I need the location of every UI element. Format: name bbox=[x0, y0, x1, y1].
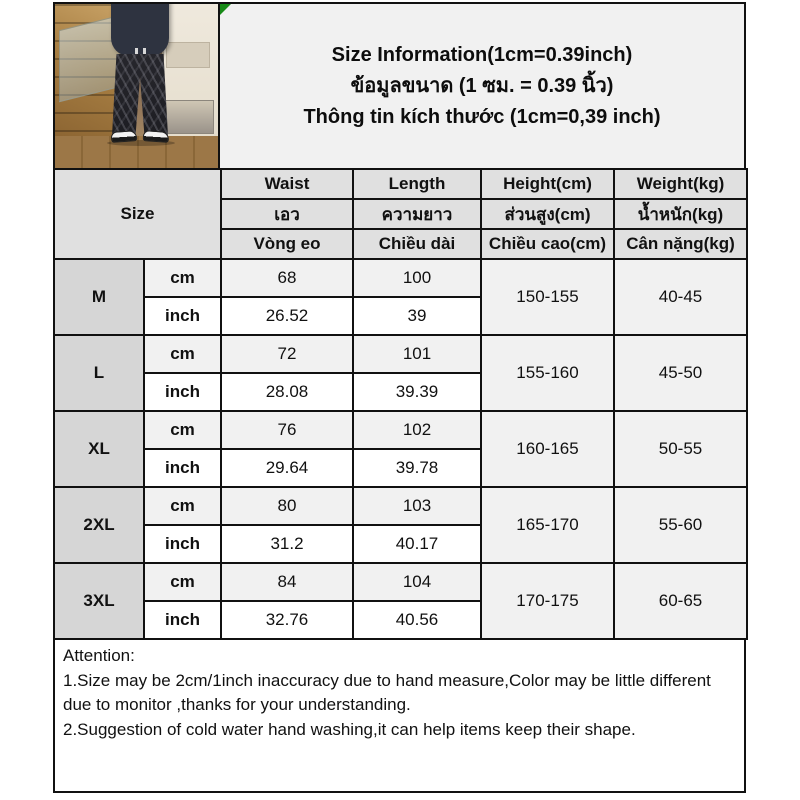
size-label-xl: XL bbox=[53, 410, 145, 488]
col-header-waist-vi: Vòng eo bbox=[220, 228, 354, 260]
waist-inch: 26.52 bbox=[220, 296, 354, 336]
attention-note-1: 1.Size may be 2cm/1inch inaccuracy due t… bbox=[63, 670, 711, 715]
length-cm: 103 bbox=[352, 486, 482, 526]
unit-inch: inch bbox=[143, 372, 222, 412]
attention-box: Attention: 1.Size may be 2cm/1inch inacc… bbox=[53, 638, 746, 793]
unit-inch: inch bbox=[143, 296, 222, 336]
height-range: 155-160 bbox=[480, 334, 615, 412]
col-header-weight-en: Weight(kg) bbox=[613, 168, 748, 200]
waist-cm: 72 bbox=[220, 334, 354, 374]
table-row: inch 31.2 40.17 bbox=[54, 524, 747, 564]
green-corner-marker-icon bbox=[220, 4, 231, 15]
table-row: inch 32.76 40.56 bbox=[54, 600, 747, 640]
size-table: Size Waist Length Height(cm) Weight(kg) … bbox=[53, 168, 748, 640]
table-row: L cm 72 101 155-160 45-50 bbox=[53, 334, 748, 412]
waist-inch: 31.2 bbox=[220, 524, 354, 564]
size-label-3xl: 3XL bbox=[53, 562, 145, 640]
height-range: 150-155 bbox=[480, 258, 615, 336]
size-label-l: L bbox=[53, 334, 145, 412]
photo-counter bbox=[164, 100, 214, 134]
length-inch: 40.56 bbox=[352, 600, 482, 640]
size-label-2xl: 2XL bbox=[53, 486, 145, 564]
table-row: XL cm 76 102 160-165 50-55 bbox=[53, 410, 748, 488]
length-inch: 39.39 bbox=[352, 372, 482, 412]
photo-right-sneaker bbox=[142, 130, 170, 143]
unit-cm: cm bbox=[143, 410, 222, 450]
length-cm: 104 bbox=[352, 562, 482, 602]
table-row: inch 26.52 39 bbox=[54, 296, 747, 336]
col-header-length-th: ความยาว bbox=[352, 198, 482, 230]
weight-range: 60-65 bbox=[613, 562, 748, 640]
unit-inch: inch bbox=[143, 524, 222, 564]
table-row: inch 28.08 39.39 bbox=[54, 372, 747, 412]
length-inch: 40.17 bbox=[352, 524, 482, 564]
waist-inch: 29.64 bbox=[220, 448, 354, 488]
weight-range: 45-50 bbox=[613, 334, 748, 412]
height-range: 165-170 bbox=[480, 486, 615, 564]
col-header-length-en: Length bbox=[352, 168, 482, 200]
height-range: 170-175 bbox=[480, 562, 615, 640]
title-vietnamese: Thông tin kích thước (1cm=0,39 inch) bbox=[303, 105, 661, 128]
weight-range: 40-45 bbox=[613, 258, 748, 336]
col-header-weight-th: น้ำหนัก(kg) bbox=[613, 198, 748, 230]
attention-heading: Attention: bbox=[63, 646, 135, 665]
height-range: 160-165 bbox=[480, 410, 615, 488]
size-label-m: M bbox=[53, 258, 145, 336]
col-header-height-en: Height(cm) bbox=[480, 168, 615, 200]
col-header-weight-vi: Cân nặng(kg) bbox=[613, 228, 748, 260]
waist-cm: 76 bbox=[220, 410, 354, 450]
table-row: 2XL cm 80 103 165-170 55-60 bbox=[53, 486, 748, 564]
unit-inch: inch bbox=[143, 600, 222, 640]
photo-wood-floor bbox=[55, 136, 218, 168]
waist-cm: 84 bbox=[220, 562, 354, 602]
length-cm: 102 bbox=[352, 410, 482, 450]
photo-hoodie bbox=[111, 4, 169, 56]
title-block: Size Information(1cm=0.39inch) ข้อมูลขนา… bbox=[220, 4, 744, 168]
length-cm: 100 bbox=[352, 258, 482, 298]
col-header-length-vi: Chiều dài bbox=[352, 228, 482, 260]
header-section: Size Information(1cm=0.39inch) ข้อมูลขนา… bbox=[53, 2, 746, 170]
waist-cm: 80 bbox=[220, 486, 354, 526]
size-header-cell: Size bbox=[53, 168, 222, 260]
col-header-waist-en: Waist bbox=[220, 168, 354, 200]
unit-cm: cm bbox=[143, 334, 222, 374]
table-row: M cm 68 100 150-155 40-45 bbox=[53, 258, 748, 336]
attention-note-2: 2.Suggestion of cold water hand washing,… bbox=[63, 719, 636, 739]
length-cm: 101 bbox=[352, 334, 482, 374]
waist-inch: 32.76 bbox=[220, 600, 354, 640]
unit-cm: cm bbox=[143, 562, 222, 602]
col-header-height-vi: Chiều cao(cm) bbox=[480, 228, 615, 260]
title-english: Size Information(1cm=0.39inch) bbox=[331, 43, 633, 66]
length-inch: 39 bbox=[352, 296, 482, 336]
table-row: 3XL cm 84 104 170-175 60-65 bbox=[53, 562, 748, 640]
unit-cm: cm bbox=[143, 258, 222, 298]
col-header-height-th: ส่วนสูง(cm) bbox=[480, 198, 615, 230]
weight-range: 50-55 bbox=[613, 410, 748, 488]
length-inch: 39.78 bbox=[352, 448, 482, 488]
waist-inch: 28.08 bbox=[220, 372, 354, 412]
photo-cabinet-drawer bbox=[166, 42, 210, 68]
photo-shadow bbox=[107, 140, 175, 146]
product-photo bbox=[55, 4, 220, 168]
size-chart-sheet: Size Information(1cm=0.39inch) ข้อมูลขนา… bbox=[53, 2, 748, 793]
unit-cm: cm bbox=[143, 486, 222, 526]
waist-cm: 68 bbox=[220, 258, 354, 298]
col-header-waist-th: เอว bbox=[220, 198, 354, 230]
weight-range: 55-60 bbox=[613, 486, 748, 564]
photo-left-sneaker bbox=[110, 130, 138, 143]
title-thai: ข้อมูลขนาด (1 ซม. = 0.39 นิ้ว) bbox=[350, 74, 614, 97]
unit-inch: inch bbox=[143, 448, 222, 488]
table-row: inch 29.64 39.78 bbox=[54, 448, 747, 488]
